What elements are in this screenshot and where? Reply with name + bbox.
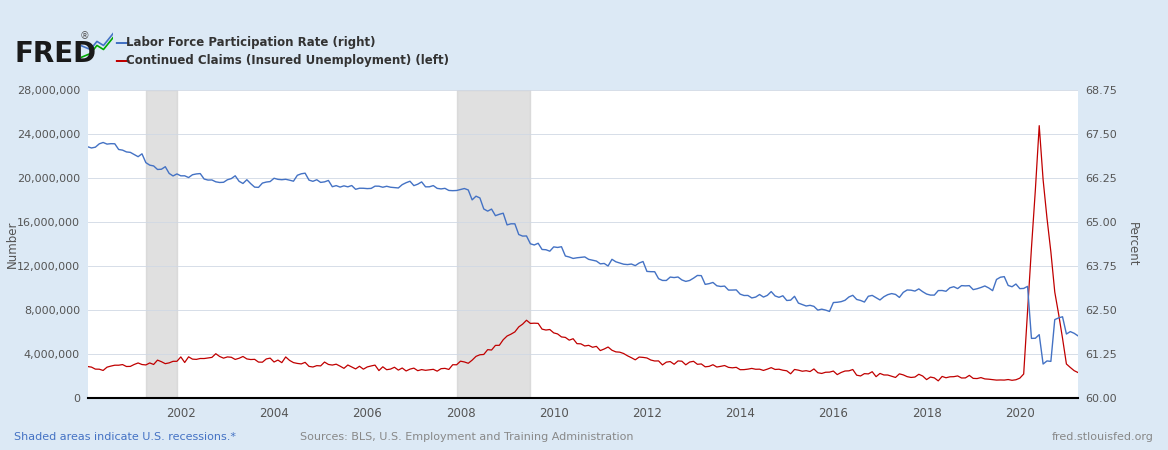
Text: Continued Claims (Insured Unemployment) (left): Continued Claims (Insured Unemployment) …	[126, 54, 450, 67]
Text: —: —	[114, 35, 130, 50]
Text: FRED: FRED	[14, 40, 96, 68]
Bar	[457, 90, 530, 398]
Y-axis label: Percent: Percent	[1126, 222, 1139, 266]
Text: fred.stlouisfed.org: fred.stlouisfed.org	[1052, 432, 1154, 441]
Text: —: —	[114, 53, 130, 68]
Bar	[146, 90, 178, 398]
Text: Labor Force Participation Rate (right): Labor Force Participation Rate (right)	[126, 36, 376, 49]
Y-axis label: Number: Number	[6, 220, 19, 268]
Text: Shaded areas indicate U.S. recessions.*: Shaded areas indicate U.S. recessions.*	[14, 432, 236, 441]
Text: ®: ®	[79, 31, 89, 41]
Text: Sources: BLS, U.S. Employment and Training Administration: Sources: BLS, U.S. Employment and Traini…	[300, 432, 634, 441]
